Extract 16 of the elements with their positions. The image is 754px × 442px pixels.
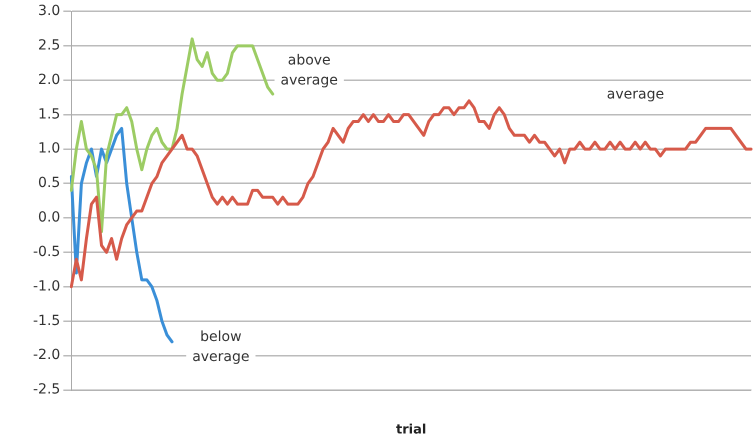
y-tick-label: 0.0 xyxy=(38,210,60,226)
x-axis-title: trial xyxy=(396,422,426,438)
y-tick-label: -0.5 xyxy=(32,244,60,260)
y-tick-label: 3.0 xyxy=(38,3,60,20)
y-tick-label: -1.5 xyxy=(32,312,60,329)
y-tick-label: -2.5 xyxy=(32,382,60,398)
y-tick-label: -2.0 xyxy=(32,347,60,364)
y-tick-label: 1.5 xyxy=(38,106,60,122)
y-tick-label: 2.5 xyxy=(38,37,60,54)
y-tick-label: 0.5 xyxy=(38,175,60,192)
y-tick-label: -1.0 xyxy=(32,278,60,294)
annotation: below average xyxy=(192,328,250,365)
annotation: above average xyxy=(280,52,338,88)
y-tick-label: 1.0 xyxy=(38,140,60,157)
y-tick-label: 2.0 xyxy=(38,72,60,88)
annotation: average xyxy=(606,86,664,102)
